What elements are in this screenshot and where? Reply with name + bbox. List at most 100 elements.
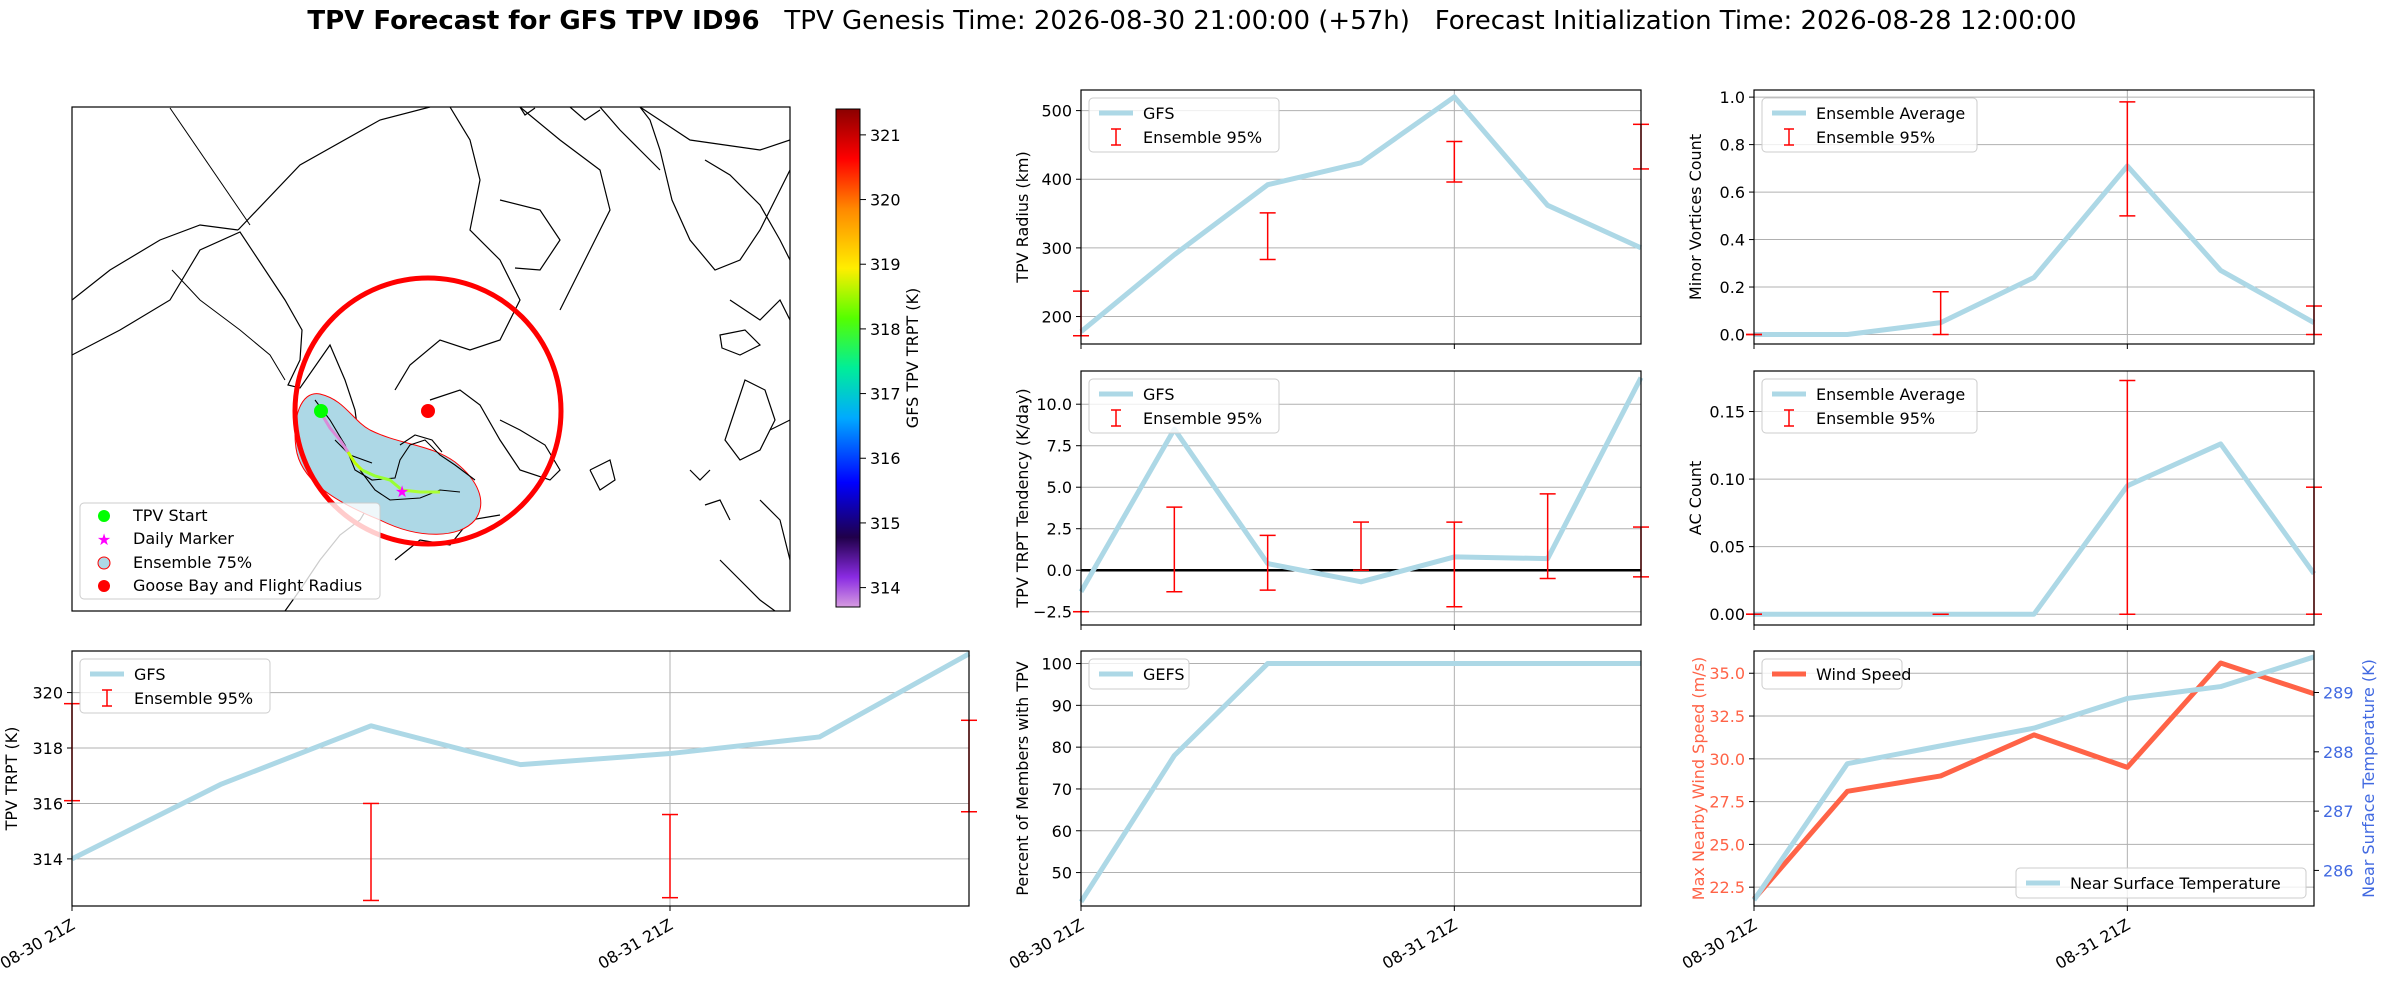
- legend-box: [1088, 378, 1280, 434]
- plot-frame: [1753, 370, 2315, 626]
- x-tick-label: 08-31 21Z: [595, 915, 676, 973]
- y-tick-label: 320: [32, 684, 63, 703]
- y-axis-label: AC Count: [1686, 461, 1705, 535]
- colorbar-label: GFS TPV TRPT (K): [903, 288, 922, 428]
- figure-title: TPV Forecast for GFS TPV ID96 TPV Genesi…: [0, 6, 2384, 36]
- map-legend-entry: Daily Marker: [133, 529, 234, 548]
- colorbar-tick-label: 317: [870, 385, 901, 404]
- legend-box: [79, 658, 271, 714]
- y-tick-label: 100: [1041, 655, 1072, 674]
- plot-frame: [1080, 89, 1642, 345]
- x-tick-label: 08-30 21Z: [1679, 915, 1760, 973]
- y-axis-label-right: Near Surface Temperature (K): [2359, 659, 2378, 898]
- chart-minor: 0.0 0.2 0.4 0.6 0.8 1.0 Minor Vortices Count En…: [1686, 88, 2322, 349]
- legend-label: Near Surface Temperature: [2070, 874, 2281, 893]
- y-tick-label-right: 287: [2323, 802, 2354, 821]
- series-line: [1754, 163, 2316, 338]
- y-tick-label: 0.8: [1720, 136, 1745, 155]
- series-line: [1752, 660, 2315, 901]
- legend: GFS Ensemble 95%: [1088, 97, 1280, 153]
- legend-label: Ensemble 95%: [1816, 409, 1935, 428]
- y-tick-label: −2.5: [1033, 603, 1072, 622]
- legend: GEFS: [1088, 658, 1190, 690]
- y-tick-label-right: 289: [2323, 684, 2354, 703]
- figure-title-bold: TPV Forecast for GFS TPV ID96: [307, 6, 760, 36]
- legend-box: [1761, 658, 1903, 690]
- map-boundary-line: [171, 269, 286, 381]
- y-axis-label: TPV Radius (km): [1013, 151, 1032, 284]
- legend-label: GFS: [1143, 104, 1174, 123]
- series-line: [1078, 661, 1641, 904]
- plot-frame: [1080, 370, 1642, 626]
- y-tick-label: 0.15: [1709, 403, 1745, 422]
- colorbar-tick-label: 320: [870, 191, 901, 210]
- plot-frame: [71, 650, 970, 907]
- plot-frame: [1753, 650, 2315, 907]
- y-tick-label: 0.0: [1047, 561, 1072, 580]
- y-tick-label: 0.6: [1720, 183, 1745, 202]
- y-tick-label: 10.0: [1036, 395, 1072, 414]
- y-tick-label: 70: [1052, 780, 1072, 799]
- legend-box: [2015, 867, 2307, 899]
- y-tick-label: 22.5: [1709, 878, 1745, 897]
- y-axis-label: Percent of Members with TPV: [1013, 661, 1032, 895]
- map-legend-entry: Goose Bay and Flight Radius: [133, 576, 362, 595]
- legend-label: Ensemble 95%: [1143, 128, 1262, 147]
- tpv-track: [361, 468, 403, 492]
- colorbar-tick-label: 321: [870, 126, 901, 145]
- map-coastlines-overlay: [314, 399, 476, 501]
- legend-label: Ensemble Average: [1816, 104, 1965, 123]
- x-tick-label: 08-31 21Z: [1379, 915, 1460, 973]
- y-tick-label-right: 288: [2323, 743, 2354, 762]
- colorbar-tick-label: 318: [870, 320, 901, 339]
- y-axis-label: Minor Vortices Count: [1686, 134, 1705, 300]
- plot-area: [1081, 651, 1641, 906]
- y-tick-label: 2.5: [1047, 520, 1072, 539]
- legend-box: [1761, 97, 1978, 153]
- y-tick-label: 35.0: [1709, 664, 1745, 683]
- map-legend: TPV Start ★ Daily Marker Ensemble 75% Go…: [79, 502, 381, 600]
- y-tick-label: 1.0: [1720, 88, 1745, 107]
- y-tick-label: 0.4: [1720, 231, 1745, 250]
- series-line: [1754, 441, 2317, 617]
- y-tick-label: 300: [1041, 239, 1072, 258]
- map-boundary-line: [169, 107, 251, 226]
- legend: Ensemble Average Ensemble 95%: [1761, 378, 1978, 434]
- plot-frame: [1753, 89, 2315, 345]
- y-tick-label: 27.5: [1709, 793, 1745, 812]
- legend-label: GEFS: [1143, 665, 1185, 684]
- y-tick-label: 30.0: [1709, 750, 1745, 769]
- legend-ensemble-icon: [97, 556, 111, 570]
- chart-radius: 200 300 400 500 TPV Radius (km) GFS Ensemble 9…: [1013, 89, 1649, 349]
- y-tick-label: 0.10: [1709, 470, 1745, 489]
- map-panel: ★ TPV Start ★ Daily Marker Ensemble 75% …: [71, 106, 922, 612]
- legend: GFS Ensemble 95%: [79, 658, 271, 714]
- tpv-track: [401, 488, 440, 494]
- y-tick-label: 5.0: [1047, 478, 1072, 497]
- y-tick-label: 7.5: [1047, 437, 1072, 456]
- chart-percent: 50 60 70 80 90 100 08-30 21Z 08-31 21Z Percent o…: [1006, 650, 1642, 973]
- colorbar-tick-label: 315: [870, 514, 901, 533]
- chart-ac: 0.00 0.05 0.10 0.15 AC Count Ensemble Average…: [1686, 370, 2322, 630]
- y-axis-label: TPV TRPT (K): [2, 727, 21, 832]
- y-tick-label: 200: [1041, 308, 1072, 327]
- y-tick-label: 314: [32, 850, 63, 869]
- y-tick-label: 90: [1052, 696, 1072, 715]
- goose-bay-flight-radius: [292, 275, 564, 547]
- ensemble-75-region: [294, 393, 482, 535]
- chart-wind: 22.5 25.0 27.5 30.0 32.5 35.0 08-30 21Z 08-31 2…: [1679, 650, 2378, 973]
- legend-goose-icon: [98, 580, 110, 592]
- legend-box: [1088, 658, 1190, 690]
- y-tick-label: 50: [1052, 864, 1072, 883]
- y-tick-label: 32.5: [1709, 707, 1745, 726]
- y-tick-label: 0.2: [1720, 278, 1745, 297]
- y-axis-label: TPV TRPT Tendency (K/day): [1013, 388, 1032, 608]
- legend-box: [1761, 378, 1978, 434]
- legend: Ensemble Average Ensemble 95%: [1761, 97, 1978, 153]
- daily-marker: ★: [395, 482, 409, 501]
- y-tick-label: 80: [1052, 738, 1072, 757]
- y-axis-label: Max Nearby Wind Speed (m/s): [1689, 657, 1708, 900]
- colorbar-ticks: 314 315 316 317 318 319 320 321: [860, 126, 901, 598]
- goose-bay-marker: [421, 404, 435, 418]
